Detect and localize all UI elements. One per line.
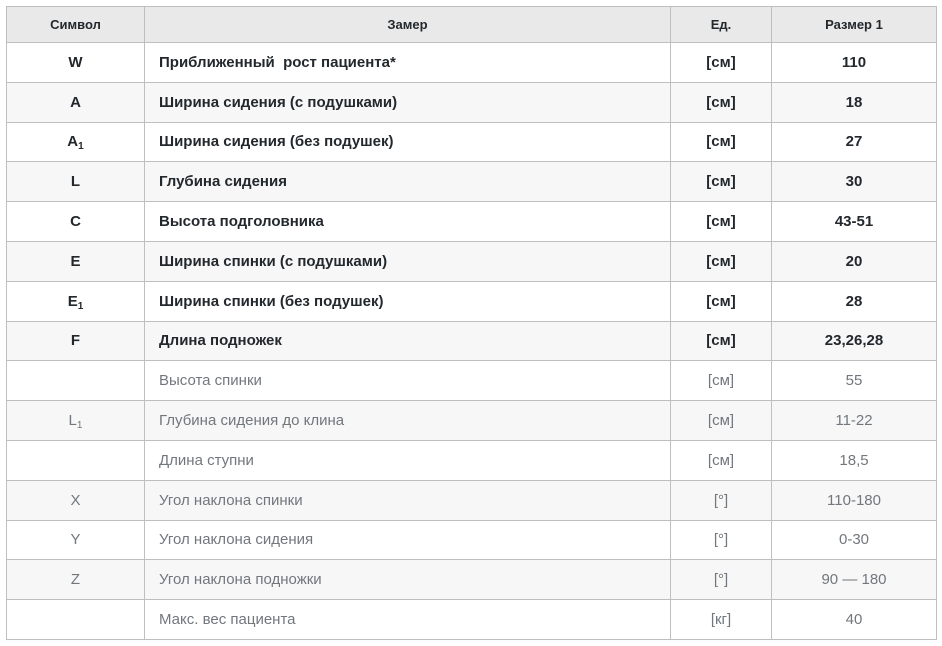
symbol-cell: A <box>6 81 145 123</box>
symbol-cell: E1 <box>6 280 145 322</box>
symbol-cell: L <box>6 161 145 203</box>
unit-cell: [кг] <box>670 599 772 640</box>
symbol-cell: Z <box>6 559 145 601</box>
symbol-subscript: 1 <box>77 300 84 312</box>
table-row: C Высота подголовника [см] 43-51 <box>6 201 937 242</box>
table-row: A1 Ширина сидения (без подушек) [см] 27 <box>6 121 937 163</box>
symbol-subscript: 1 <box>78 141 84 153</box>
symbol-subscript: 1 <box>76 420 83 432</box>
table-row: Y Угол наклона сидения [°] 0-30 <box>6 519 937 561</box>
unit-cell: [см] <box>670 121 772 163</box>
size-value-cell: 90 — 180 <box>771 559 937 601</box>
table-body: W Приближенный рост пациента* [см] 110 A Шири… <box>6 42 937 640</box>
symbol-cell: E <box>6 240 145 282</box>
measure-cell: Высота подголовника <box>144 201 671 242</box>
table-row: E1 Ширина спинки (без подушек) [см] 28 <box>6 280 937 322</box>
unit-cell: [см] <box>670 42 772 83</box>
symbol-cell: F <box>6 320 145 362</box>
table-row: Z Угол наклона подножки [°] 90 — 180 <box>6 559 937 601</box>
size-value-cell: 40 <box>771 599 937 640</box>
size-value-cell: 43-51 <box>771 201 937 242</box>
unit-cell: [°] <box>670 519 772 561</box>
size-value-cell: 30 <box>771 161 937 203</box>
size-value-cell: 28 <box>771 280 937 322</box>
size-value-cell: 0-30 <box>771 519 937 561</box>
table-row: X Угол наклона спинки [°] 110-180 <box>6 479 937 521</box>
table-row: F Длина подножек [см] 23,26,28 <box>6 320 937 362</box>
measure-cell: Макс. вес пациента <box>144 599 671 640</box>
measure-cell: Ширина спинки (с подушками) <box>144 240 671 282</box>
symbol-base: E <box>70 252 81 270</box>
table-row: L Глубина сидения [см] 30 <box>6 161 937 203</box>
symbol-cell: Y <box>6 519 145 561</box>
unit-cell: [см] <box>670 81 772 123</box>
table-row: A Ширина сидения (с подушками) [см] 18 <box>6 81 937 123</box>
measure-cell: Ширина сидения (с подушками) <box>144 81 671 123</box>
symbol-cell <box>6 599 145 640</box>
unit-cell: [°] <box>670 479 772 521</box>
symbol-base: Y <box>70 531 81 549</box>
size-value-cell: 27 <box>771 121 937 163</box>
unit-cell: [см] <box>670 439 772 481</box>
symbol-cell <box>6 360 145 402</box>
symbol-base: Z <box>70 571 81 589</box>
column-header-symbol: Символ <box>6 6 145 43</box>
unit-cell: [см] <box>670 320 772 362</box>
size-value-cell: 23,26,28 <box>771 320 937 362</box>
measure-cell: Высота спинки <box>144 360 671 402</box>
symbol-base: X <box>70 491 81 509</box>
symbol-cell: L1 <box>6 400 145 441</box>
measure-cell: Длина ступни <box>144 439 671 481</box>
measure-cell: Длина подножек <box>144 320 671 362</box>
unit-cell: [°] <box>670 559 772 601</box>
size-value-cell: 18,5 <box>771 439 937 481</box>
measure-cell: Угол наклона сидения <box>144 519 671 561</box>
symbol-cell <box>6 439 145 481</box>
measure-cell: Ширина сидения (без подушек) <box>144 121 671 163</box>
spec-table: Символ Замер Ед. Размер 1 W Приближенный … <box>6 6 937 640</box>
unit-cell: [см] <box>670 161 772 203</box>
unit-cell: [см] <box>670 400 772 441</box>
table-header: Символ Замер Ед. Размер 1 <box>6 6 937 43</box>
symbol-cell: C <box>6 201 145 242</box>
symbol-cell: A1 <box>6 121 145 163</box>
table-row: Высота спинки [см] 55 <box>6 360 937 402</box>
size-value-cell: 20 <box>771 240 937 282</box>
symbol-base: L <box>70 173 81 191</box>
symbol-base: C <box>70 213 81 231</box>
measure-cell: Глубина сидения <box>144 161 671 203</box>
symbol-cell: X <box>6 479 145 521</box>
table-row: Длина ступни [см] 18,5 <box>6 439 937 481</box>
size-value-cell: 110-180 <box>771 479 937 521</box>
column-header-measure: Замер <box>144 6 671 43</box>
measure-cell: Приближенный рост пациента* <box>144 42 671 83</box>
table-row: L1 Глубина сидения до клина [см] 11-22 <box>6 400 937 441</box>
measure-cell: Угол наклона подножки <box>144 559 671 601</box>
measure-cell: Глубина сидения до клина <box>144 400 671 441</box>
table-row: W Приближенный рост пациента* [см] 110 <box>6 42 937 83</box>
unit-cell: [см] <box>670 360 772 402</box>
table-row: E Ширина спинки (с подушками) [см] 20 <box>6 240 937 282</box>
unit-cell: [см] <box>670 240 772 282</box>
symbol-base: E <box>67 292 78 310</box>
symbol-base: L <box>68 412 77 430</box>
unit-cell: [см] <box>670 280 772 322</box>
symbol-base: A <box>67 133 79 151</box>
symbol-base: W <box>68 53 83 71</box>
column-header-size1: Размер 1 <box>771 6 937 43</box>
symbol-cell: W <box>6 42 145 83</box>
header-row: Символ Замер Ед. Размер 1 <box>6 6 937 43</box>
table-row: Макс. вес пациента [кг] 40 <box>6 599 937 640</box>
column-header-unit: Ед. <box>670 6 772 43</box>
symbol-base: F <box>70 332 81 350</box>
size-value-cell: 55 <box>771 360 937 402</box>
unit-cell: [см] <box>670 201 772 242</box>
measure-cell: Ширина спинки (без подушек) <box>144 280 671 322</box>
size-value-cell: 18 <box>771 81 937 123</box>
symbol-base: A <box>70 93 81 111</box>
measure-cell: Угол наклона спинки <box>144 479 671 521</box>
size-value-cell: 11-22 <box>771 400 937 441</box>
size-value-cell: 110 <box>771 42 937 83</box>
